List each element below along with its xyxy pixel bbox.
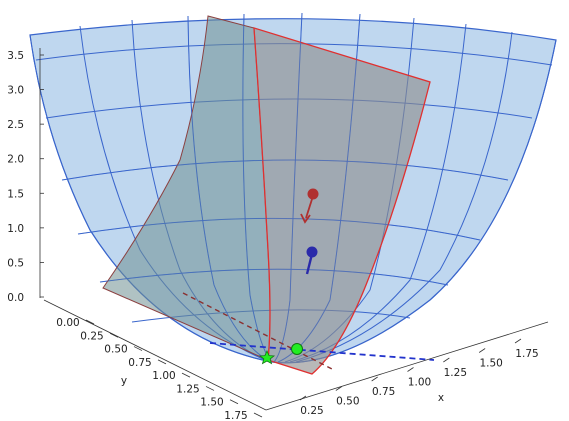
y-tick-label: 0.75 bbox=[128, 357, 151, 369]
z-tick-label: 1.0 bbox=[7, 223, 24, 235]
green-point bbox=[291, 343, 303, 355]
y-tick-label: 0.50 bbox=[104, 344, 127, 356]
y-tick-mark bbox=[157, 359, 167, 365]
y-tick-label: 1.50 bbox=[200, 397, 223, 409]
y-tick-mark bbox=[181, 372, 191, 378]
y-ticks: 0.000.250.500.751.001.251.501.75 bbox=[56, 317, 263, 421]
x-ticks: 0.25 0.50 0.75 1.00 1.25 1.50 1.75 bbox=[299, 338, 539, 417]
y-tick-label: 1.00 bbox=[152, 370, 175, 382]
z-ticks: 0.0 0.5 1.0 1.5 2.0 2.5 3.0 3.5 bbox=[7, 50, 44, 304]
plane-right bbox=[253, 27, 431, 375]
red-arrow-head bbox=[300, 213, 311, 224]
x-tick-label: 1.50 bbox=[479, 358, 502, 370]
dashed-red-line bbox=[182, 292, 335, 371]
y-tick-label: 0.25 bbox=[80, 330, 103, 342]
z-tick-label: 2.0 bbox=[7, 154, 24, 166]
y-tick-label: 0.00 bbox=[56, 317, 79, 329]
x-tick-mark bbox=[443, 357, 450, 363]
z-tick-label: 3.0 bbox=[7, 85, 24, 97]
y-tick-mark bbox=[253, 412, 263, 418]
z-tick-label: 1.5 bbox=[7, 188, 24, 200]
x-tick-mark bbox=[299, 395, 307, 401]
y-tick-mark bbox=[205, 386, 215, 391]
x-axis-label: x bbox=[438, 392, 444, 404]
y-tick-label: 1.25 bbox=[176, 383, 199, 395]
green-star bbox=[258, 350, 276, 365]
x-tick-mark bbox=[407, 367, 414, 372]
x-tick-label: 0.75 bbox=[372, 386, 395, 398]
y-tick-label: 1.75 bbox=[224, 410, 247, 421]
y-tick-mark bbox=[229, 399, 239, 405]
z-tick-label: 2.5 bbox=[7, 119, 24, 131]
x-tick-label: 1.00 bbox=[408, 377, 431, 389]
y-tick-mark bbox=[133, 346, 143, 351]
z-tick-label: 0.5 bbox=[7, 257, 24, 269]
x-tick-mark bbox=[371, 376, 378, 382]
y-axis-line bbox=[43, 299, 267, 411]
x-axis-line bbox=[265, 321, 549, 411]
x-tick-label: 0.50 bbox=[336, 396, 359, 408]
x-tick-mark bbox=[335, 386, 343, 391]
z-tick-label: 3.5 bbox=[7, 50, 24, 62]
x-tick-label: 1.25 bbox=[444, 367, 467, 379]
blue-point bbox=[306, 246, 318, 258]
dashed-blue-line bbox=[209, 342, 435, 361]
z-tick-label: 0.0 bbox=[7, 292, 24, 304]
red-point bbox=[307, 188, 319, 200]
red-arrow-shaft bbox=[305, 195, 314, 219]
x-tick-mark bbox=[478, 348, 486, 353]
x-tick-mark bbox=[514, 338, 522, 344]
x-tick-label: 1.75 bbox=[515, 348, 538, 360]
y-tick-mark bbox=[85, 319, 95, 325]
y-axis-label: y bbox=[121, 375, 127, 387]
x-tick-label: 0.25 bbox=[300, 405, 323, 417]
y-tick-mark bbox=[109, 332, 119, 338]
